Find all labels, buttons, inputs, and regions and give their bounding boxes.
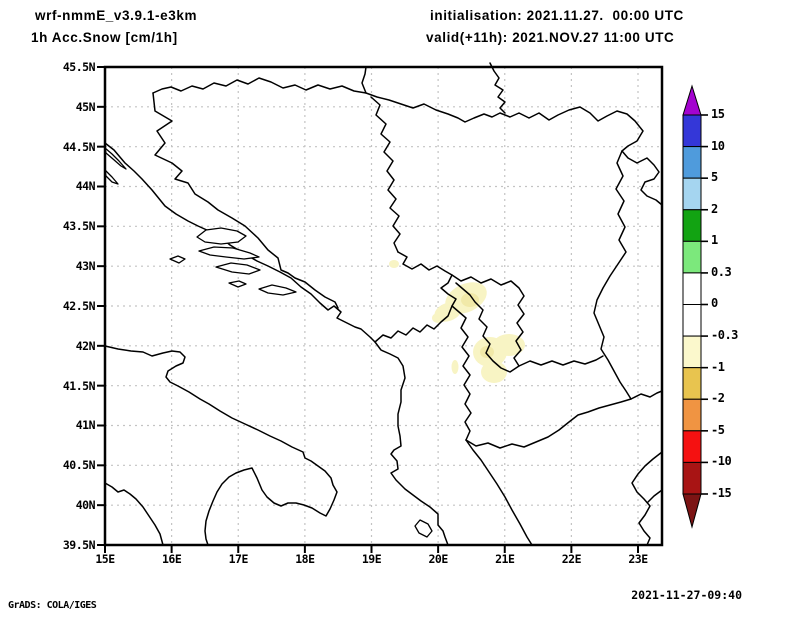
- lat-tick-label: 44.5N: [62, 139, 96, 154]
- lon-tick-label: 23E: [628, 552, 648, 566]
- island-mljet: [258, 284, 297, 296]
- colorbar-segment: [682, 335, 702, 369]
- lat-tick-label: 44N: [75, 179, 96, 194]
- colorbar-level-label: 10: [711, 138, 725, 153]
- lat-tick-label: 39.5N: [62, 537, 96, 552]
- snow-blob-2c: [481, 361, 507, 383]
- colorbar-level-label: -0.3: [711, 328, 738, 343]
- coastline-chalkidiki: [631, 451, 663, 546]
- lon-tick-label: 16E: [161, 552, 182, 566]
- lat-tick-label: 43N: [75, 259, 96, 274]
- border-albania-greece: [465, 439, 533, 546]
- lon-tick-label: 20E: [428, 552, 448, 566]
- lat-tick-label: 42.5N: [62, 298, 96, 313]
- model-title: wrf-nmmE_v3.9.1-e3km: [35, 8, 198, 23]
- colorbar-segment: [682, 303, 702, 337]
- colorbar-segment: [682, 240, 702, 274]
- colorbar-level-label: -5: [711, 422, 725, 437]
- colorbar-segment: [682, 272, 702, 305]
- lon-tick-label: 19E: [361, 552, 382, 566]
- lat-tick-label: 41N: [75, 418, 96, 433]
- lat-tick-label: 45N: [75, 99, 96, 114]
- map-frame: [103, 65, 664, 547]
- island-korcula: [215, 262, 261, 275]
- island-hvar: [198, 246, 260, 260]
- colorbar-level-label: -1: [711, 359, 725, 374]
- snow-blob-1c: [432, 313, 444, 323]
- colorbar-level-label: 0: [711, 296, 718, 311]
- border-danube-north-branch: [361, 66, 367, 94]
- island-vis: [169, 255, 186, 264]
- snow-blob-2b: [493, 334, 525, 356]
- colorbar-level-label: 2: [711, 201, 718, 216]
- lat-tick-label: 41.5N: [62, 378, 96, 393]
- map-outlines: [104, 62, 663, 546]
- variable-title: 1h Acc.Snow [cm/1h]: [31, 30, 178, 45]
- colorbar-level-label: 5: [711, 170, 718, 185]
- island-lastovo: [228, 280, 247, 288]
- grads-attribution: GrADS: COLA/IGES: [8, 600, 97, 611]
- colorbar-segment: [682, 114, 702, 148]
- coastline-italy-east: [104, 345, 338, 546]
- coastline-aegean-spur: [647, 489, 663, 503]
- valid-time-label: valid(+11h): 2021.NOV.27 11:00 UTC: [426, 30, 675, 45]
- creation-timestamp: 2021-11-27-09:40: [631, 588, 742, 602]
- lat-tick-label: 43.5N: [62, 219, 96, 234]
- axis-ticks: [97, 66, 639, 553]
- colorbar-segment: [682, 430, 702, 463]
- colorbar-segment: [682, 209, 702, 242]
- grid-lines: [105, 67, 662, 545]
- island-corfu: [414, 519, 433, 538]
- border-kosovo-loop: [451, 274, 525, 373]
- colorbar-level-label: 15: [711, 107, 725, 121]
- island-rab: [104, 169, 119, 185]
- colorbar-level-label: -15: [711, 485, 732, 500]
- colorbar: [682, 84, 708, 529]
- colorbar-segment: [682, 398, 702, 432]
- lat-tick-label: 42N: [75, 338, 96, 353]
- coastline-italy-west: [104, 482, 164, 546]
- lon-tick-label: 17E: [228, 552, 249, 566]
- coastline-adriatic-east: [104, 142, 449, 546]
- colorbar-segment: [682, 146, 702, 179]
- island-brac: [196, 227, 247, 245]
- snow-blob-inner-tint: [461, 293, 479, 307]
- colorbar-above-max-triangle: [682, 84, 702, 116]
- colorbar-segment: [682, 367, 702, 400]
- colorbar-segment: [682, 177, 702, 211]
- border-serbia-bulgaria: [593, 150, 632, 400]
- snow-blob-speck-2: [451, 360, 459, 374]
- lat-tick-label: 40.5N: [62, 458, 96, 473]
- colorbar-level-label: 0.3: [711, 264, 732, 279]
- border-bosnia-croatia: [152, 92, 339, 309]
- lat-tick-label: 40N: [75, 498, 96, 513]
- border-sava-danube: [152, 77, 663, 206]
- lon-tick-label: 18E: [295, 552, 315, 566]
- border-serbia-romania: [489, 62, 506, 114]
- colorbar-level-label: -10: [711, 454, 732, 469]
- border-greece-macedonia-bulgaria: [465, 390, 663, 449]
- colorbar-level-label: -2: [711, 391, 725, 406]
- colorbar-below-min-triangle: [682, 493, 702, 529]
- snow-blob-speck-1: [389, 260, 399, 268]
- border-montenegro-albania: [374, 305, 453, 343]
- border-montenegro-kosovo-serbia: [397, 251, 472, 441]
- lat-tick-label: 45.5N: [62, 60, 96, 74]
- border-serbia-macedonia: [518, 355, 604, 367]
- lon-tick-label: 22E: [561, 552, 582, 566]
- lon-tick-label: 21E: [495, 552, 515, 566]
- colorbar-segment: [682, 461, 702, 495]
- init-time-label: initialisation: 2021.11.27. 00:00 UTC: [430, 8, 684, 23]
- lon-tick-label: 15E: [95, 552, 115, 566]
- border-drina: [370, 96, 401, 253]
- island-pag: [104, 147, 127, 170]
- colorbar-level-label: 1: [711, 233, 718, 248]
